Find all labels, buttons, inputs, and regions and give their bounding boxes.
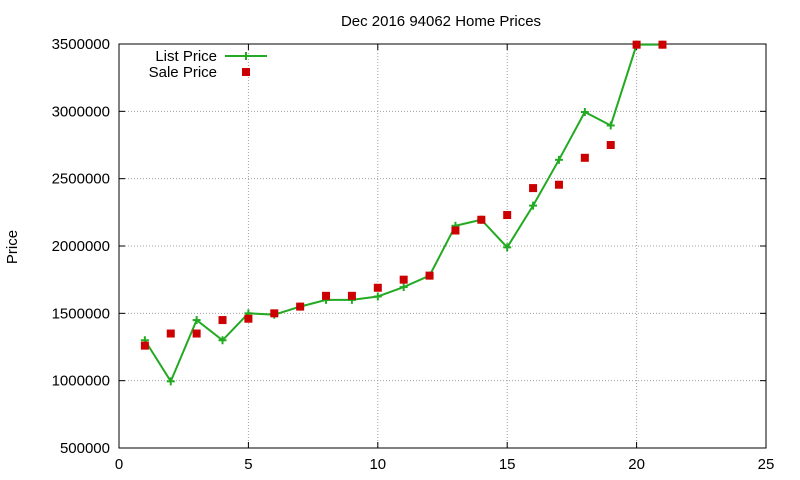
sale-price-point xyxy=(632,40,641,49)
sale-price-point xyxy=(322,291,331,300)
y-tick-label: 500000 xyxy=(60,440,110,457)
sale-price-point xyxy=(425,271,434,280)
sale-price-point xyxy=(554,180,563,189)
x-tick-label: 25 xyxy=(758,456,775,473)
y-tick-label: 2500000 xyxy=(52,171,110,188)
sale-price-point xyxy=(166,329,175,338)
y-tick-label: 1500000 xyxy=(52,305,110,322)
list-price-point xyxy=(218,336,227,345)
x-tick-label: 5 xyxy=(244,456,252,473)
legend-square-sample xyxy=(242,68,250,76)
sale-price-point xyxy=(658,40,667,49)
sale-price-point xyxy=(529,184,538,193)
list-price-point xyxy=(192,316,201,325)
legend-label: List Price xyxy=(155,48,217,65)
x-tick-label: 15 xyxy=(499,456,516,473)
list-price-point xyxy=(166,377,175,386)
x-tick-label: 0 xyxy=(115,456,123,473)
legend-label: Sale Price xyxy=(149,64,217,81)
y-tick-label: 3500000 xyxy=(52,36,110,53)
chart-title: Dec 2016 94062 Home Prices xyxy=(341,13,541,30)
sale-price-point xyxy=(373,283,382,292)
series-group xyxy=(140,40,667,386)
sale-price-point xyxy=(296,302,305,311)
sale-price-point xyxy=(503,211,512,220)
sale-price-point xyxy=(270,309,279,318)
y-tick-label: 3000000 xyxy=(52,103,110,120)
list-price-point xyxy=(580,108,589,117)
grid-lines xyxy=(119,44,766,448)
list-price-point xyxy=(606,121,615,130)
sale-price-point xyxy=(606,141,615,149)
sale-price-point xyxy=(140,341,149,350)
x-tick-label: 20 xyxy=(628,456,645,473)
legend-cross-sample xyxy=(242,52,250,60)
sale-price-point xyxy=(399,275,408,284)
y-tick-label: 1000000 xyxy=(52,373,110,390)
sale-price-point xyxy=(192,329,201,338)
list-price-point xyxy=(503,243,512,252)
sale-price-point xyxy=(347,291,356,300)
list-price-point xyxy=(554,155,563,164)
y-tick-label: 2000000 xyxy=(52,238,110,255)
list-price-point xyxy=(529,201,538,210)
sale-price-point xyxy=(580,153,589,162)
x-tick-label: 10 xyxy=(369,456,386,473)
sale-price-point xyxy=(218,316,227,325)
axis-ticks: 0 5 10 15 20 25 500000 1000000 1500000 2000000 250… xyxy=(52,36,775,473)
sale-price-point xyxy=(477,215,486,224)
sale-price-point xyxy=(244,314,253,323)
list-price-line xyxy=(144,43,663,384)
y-axis-label: Price xyxy=(4,230,21,264)
list-price-point xyxy=(399,283,408,292)
list-price-point xyxy=(373,292,382,301)
sale-price-point xyxy=(451,226,460,235)
